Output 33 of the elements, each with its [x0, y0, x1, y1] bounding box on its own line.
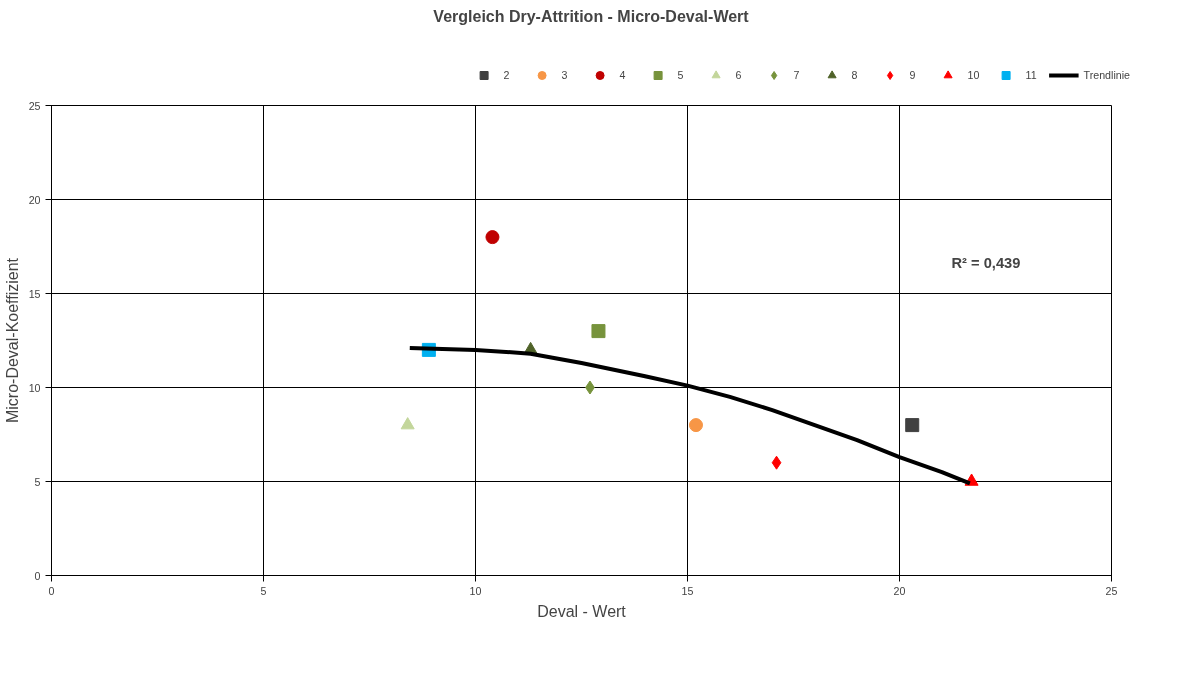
x-tick-label: 5	[260, 584, 267, 597]
point	[591, 324, 606, 339]
point	[688, 418, 703, 433]
legend-label: 8	[851, 69, 859, 81]
legend-label: 9	[909, 69, 917, 81]
y-tick-label: 10	[28, 381, 41, 394]
legend-label: 6	[735, 69, 743, 81]
chart-title: Vergleich Dry-Attrition - Micro-Deval-Wert	[433, 7, 750, 25]
x-axis-title: Deval - Wert	[537, 602, 627, 620]
x-tick-label: 0	[48, 584, 55, 597]
x-tick-label: 25	[1105, 584, 1118, 597]
annotation: R² = 0,439	[951, 254, 1021, 271]
y-tick-label: 0	[34, 569, 41, 582]
x-tick-label: 20	[893, 584, 906, 597]
y-axis-title: Micro-Deval-Koeffizient	[3, 257, 21, 424]
point	[905, 418, 920, 433]
legend-label: Trendlinie	[1083, 69, 1130, 81]
point	[771, 455, 782, 470]
legend-label: 4	[619, 69, 627, 81]
point	[485, 230, 500, 245]
legend-label: 11	[1025, 69, 1038, 81]
legend-label: 3	[561, 69, 569, 81]
y-tick-label: 5	[34, 475, 41, 488]
y-tick-label: 15	[28, 287, 41, 300]
legend-label: 7	[793, 69, 801, 81]
legend-label: 2	[503, 69, 511, 81]
point	[400, 417, 415, 430]
x-tick-label: 10	[469, 584, 482, 597]
legend-label: 5	[677, 69, 685, 81]
legend-label: 10	[967, 69, 981, 81]
y-tick-label: 20	[28, 193, 41, 206]
x-tick-label: 15	[681, 584, 694, 597]
y-tick-label: 25	[28, 99, 41, 112]
